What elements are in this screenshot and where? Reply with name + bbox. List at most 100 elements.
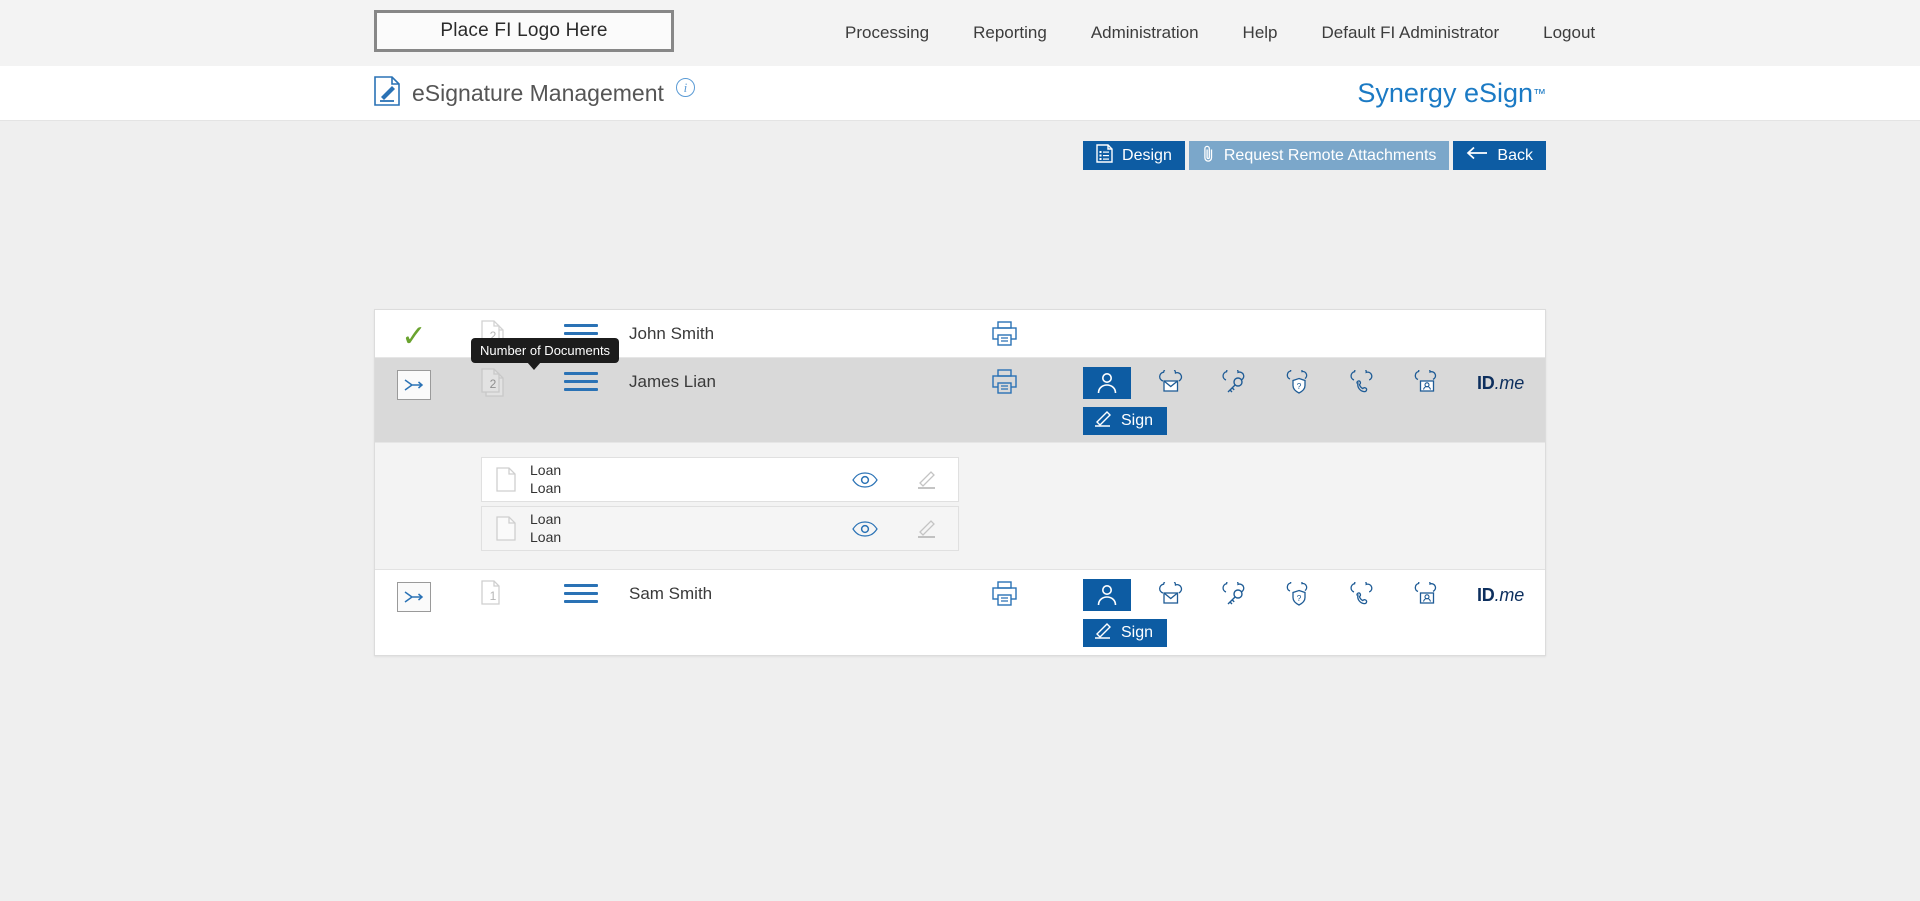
design-button-label: Design (1122, 146, 1172, 164)
hamburger-menu-icon[interactable] (564, 372, 598, 391)
product-brand-name: Synergy eSign (1357, 78, 1533, 108)
signers-table: ✓ 2 Number of Documents (374, 309, 1546, 656)
documents-subpanel: Loan Loan (375, 443, 1545, 570)
document-type: Loan (530, 479, 562, 496)
cloud-envelope-icon[interactable] (1147, 367, 1195, 399)
esignature-document-icon (374, 76, 400, 111)
request-remote-attachments-label: Request Remote Attachments (1223, 146, 1437, 164)
document-count-cell[interactable]: 2 Number of Documents (453, 310, 620, 370)
document-labels: Loan Loan (530, 462, 834, 498)
signer-name: Sam Smith (629, 584, 713, 603)
sign-document-icon[interactable] (896, 519, 958, 539)
cloud-shield-question-icon[interactable]: ? (1275, 579, 1323, 611)
sign-document-icon[interactable] (896, 470, 958, 490)
cloud-id-card-icon[interactable] (1403, 579, 1451, 611)
document-labels: Loan Loan (530, 511, 834, 547)
product-brand: Synergy eSign ™ (1357, 66, 1546, 121)
list-item[interactable]: Loan Loan (481, 457, 959, 502)
delivery-method-icons: ? (1083, 579, 1545, 611)
fi-logo-placeholder: Place FI Logo Here (374, 10, 674, 52)
idme-button[interactable]: ID.me (1477, 373, 1524, 394)
top-navigation-bar: Place FI Logo Here Processing Reporting … (0, 0, 1920, 66)
design-button[interactable]: Design (1083, 141, 1185, 170)
document-name: Loan (530, 510, 562, 527)
nav-item-user-account[interactable]: Default FI Administrator (1321, 23, 1500, 42)
document-name: Loan (530, 461, 562, 478)
document-list-icon (1096, 143, 1113, 168)
row-actions-cell: ? (1079, 570, 1545, 647)
trademark-symbol: ™ (1533, 86, 1546, 101)
page-title-bar: eSignature Management i Synergy eSign ™ (0, 66, 1920, 121)
expand-row-button[interactable] (397, 370, 431, 400)
row-menu-cell[interactable] (533, 358, 629, 391)
info-icon[interactable]: i (675, 78, 695, 97)
idme-button[interactable]: ID.me (1477, 585, 1524, 606)
row-status-cell: ✓ (375, 310, 453, 352)
nav-item-administration[interactable]: Administration (1090, 23, 1199, 42)
list-item[interactable]: Loan Loan (481, 506, 959, 551)
document-icon (482, 467, 530, 492)
row-expand-cell[interactable] (375, 358, 453, 400)
printer-icon[interactable] (991, 320, 1018, 352)
view-document-icon[interactable] (834, 520, 896, 537)
view-document-icon[interactable] (834, 471, 896, 488)
cloud-shield-question-icon[interactable]: ? (1275, 367, 1323, 399)
document-count-cell[interactable]: 1 (453, 570, 533, 617)
sign-button[interactable]: Sign (1083, 619, 1168, 647)
documents-stack-icon (479, 580, 507, 617)
row-actions-cell (1079, 310, 1545, 319)
nav-item-processing[interactable]: Processing (845, 23, 930, 42)
tooltip-text: Number of Documents (480, 343, 611, 358)
cloud-id-card-icon[interactable] (1403, 367, 1451, 399)
row-expand-cell[interactable] (375, 570, 453, 612)
cloud-key-icon[interactable] (1211, 367, 1259, 399)
print-cell[interactable] (929, 310, 1079, 352)
cloud-phone-icon[interactable] (1339, 579, 1387, 611)
nav-item-reporting[interactable]: Reporting (973, 23, 1047, 42)
signature-pen-icon (1093, 410, 1113, 433)
page-content: Design Request Remote Attachments Back (0, 121, 1920, 901)
documents-stack-icon (479, 368, 507, 405)
document-count-cell[interactable]: 2 (453, 358, 533, 405)
table-row[interactable]: 1 Sam Smith (375, 570, 1545, 655)
nav-item-logout[interactable]: Logout (1543, 23, 1596, 42)
signature-pen-icon (1093, 622, 1113, 645)
back-button-label: Back (1497, 146, 1533, 164)
cloud-phone-icon[interactable] (1339, 367, 1387, 399)
cloud-key-icon[interactable] (1211, 579, 1259, 611)
action-toolbar: Design Request Remote Attachments Back (1083, 141, 1546, 170)
sign-button[interactable]: Sign (1083, 407, 1168, 435)
printer-icon[interactable] (991, 580, 1018, 612)
person-icon[interactable] (1083, 367, 1131, 399)
check-icon: ✓ (401, 320, 427, 353)
page-title-group: eSignature Management i (374, 66, 695, 121)
idme-label-me: .me (1494, 372, 1525, 393)
signer-name: John Smith (629, 324, 715, 343)
svg-text:?: ? (1297, 381, 1302, 391)
row-actions-cell: ? (1079, 358, 1545, 435)
document-icon (482, 516, 530, 541)
expand-row-button[interactable] (397, 582, 431, 612)
delivery-method-icons: ? (1083, 367, 1545, 399)
person-icon[interactable] (1083, 579, 1131, 611)
print-cell[interactable] (929, 570, 1079, 612)
row-menu-cell[interactable] (533, 570, 629, 603)
printer-icon[interactable] (991, 368, 1018, 400)
signer-name: James Lian (629, 372, 716, 391)
back-button[interactable]: Back (1453, 141, 1546, 170)
arrow-left-icon (1466, 146, 1488, 165)
document-type: Loan (530, 528, 562, 545)
table-row[interactable]: 2 James Lian (375, 358, 1545, 443)
nav-item-help[interactable]: Help (1242, 23, 1278, 42)
paperclip-icon (1202, 144, 1215, 168)
print-cell[interactable] (929, 358, 1079, 400)
cloud-envelope-icon[interactable] (1147, 579, 1195, 611)
main-nav: Processing Reporting Administration Help… (845, 0, 1595, 66)
sign-button-label: Sign (1121, 412, 1154, 429)
page-title: eSignature Management (412, 80, 664, 106)
request-remote-attachments-button[interactable]: Request Remote Attachments (1188, 141, 1450, 170)
table-row[interactable]: ✓ 2 Number of Documents (375, 310, 1545, 370)
idme-label-id: ID (1477, 372, 1495, 393)
fi-logo-placeholder-label: Place FI Logo Here (440, 20, 608, 41)
hamburger-menu-icon[interactable] (564, 584, 598, 603)
